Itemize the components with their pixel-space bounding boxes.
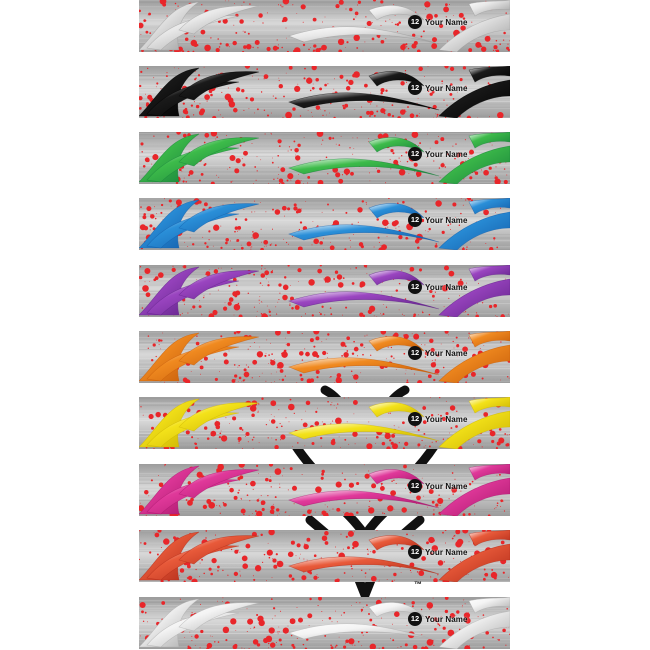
wrap-artwork	[139, 464, 510, 516]
wrap-artwork	[139, 597, 510, 649]
arrow-name: Your Name	[425, 414, 468, 424]
arrow-number: 12	[408, 81, 422, 95]
swirl-flourish	[139, 66, 510, 118]
arrow-name: Your Name	[425, 282, 468, 292]
name-badge: 12 Your Name	[408, 611, 468, 627]
wrap-artwork	[139, 198, 510, 250]
swirl-flourish	[139, 530, 510, 582]
arrow-wrap[interactable]: 12 Your Name	[139, 0, 510, 52]
wrap-artwork	[139, 397, 510, 449]
arrow-wrap[interactable]: 12 Your Name	[139, 530, 510, 582]
arrow-name: Your Name	[425, 547, 468, 557]
wrap-artwork	[139, 530, 510, 582]
wrap-artwork	[139, 66, 510, 118]
arrow-number: 12	[408, 280, 422, 294]
wrap-artwork	[139, 265, 510, 317]
arrow-number: 12	[408, 15, 422, 29]
name-badge: 12 Your Name	[408, 345, 468, 361]
swirl-flourish	[139, 132, 510, 184]
swirl-flourish	[139, 265, 510, 317]
name-badge: 12 Your Name	[408, 411, 468, 427]
arrow-wrap[interactable]: 12 Your Name	[139, 66, 510, 118]
swirl-flourish	[139, 397, 510, 449]
arrow-number: 12	[408, 479, 422, 493]
arrow-wrap[interactable]: 12 Your Name	[139, 198, 510, 250]
swirl-flourish	[139, 464, 510, 516]
arrow-name: Your Name	[425, 149, 468, 159]
arrow-name: Your Name	[425, 83, 468, 93]
arrow-name: Your Name	[425, 614, 468, 624]
swirl-flourish	[139, 331, 510, 383]
wrap-artwork	[139, 331, 510, 383]
arrow-wrap[interactable]: 12 Your Name	[139, 265, 510, 317]
arrow-wrap[interactable]: 12 Your Name	[139, 132, 510, 184]
arrow-number: 12	[408, 545, 422, 559]
wrap-artwork	[139, 0, 510, 52]
arrow-number: 12	[408, 213, 422, 227]
arrow-name: Your Name	[425, 17, 468, 27]
swirl-flourish	[139, 597, 510, 649]
arrow-name: Your Name	[425, 481, 468, 491]
arrow-number: 12	[408, 147, 422, 161]
name-badge: 12 Your Name	[408, 80, 468, 96]
arrow-number: 12	[408, 346, 422, 360]
name-badge: 12 Your Name	[408, 279, 468, 295]
arrow-wrap[interactable]: 12 Your Name	[139, 464, 510, 516]
paint-splatter	[139, 530, 510, 582]
name-badge: 12 Your Name	[408, 212, 468, 228]
arrow-wrap[interactable]: 12 Your Name	[139, 397, 510, 449]
name-badge: 12 Your Name	[408, 146, 468, 162]
name-badge: 12 Your Name	[408, 14, 468, 30]
name-badge: 12 Your Name	[408, 478, 468, 494]
name-badge: 12 Your Name	[408, 544, 468, 560]
wrap-artwork	[139, 132, 510, 184]
swirl-flourish	[139, 198, 510, 250]
arrow-wrap[interactable]: 12 Your Name	[139, 597, 510, 649]
arrow-name: Your Name	[425, 348, 468, 358]
arrow-number: 12	[408, 412, 422, 426]
trademark-symbol: ™	[414, 580, 422, 589]
arrow-name: Your Name	[425, 215, 468, 225]
arrow-number: 12	[408, 612, 422, 626]
arrow-wrap[interactable]: 12 Your Name	[139, 331, 510, 383]
swirl-flourish	[139, 0, 510, 52]
